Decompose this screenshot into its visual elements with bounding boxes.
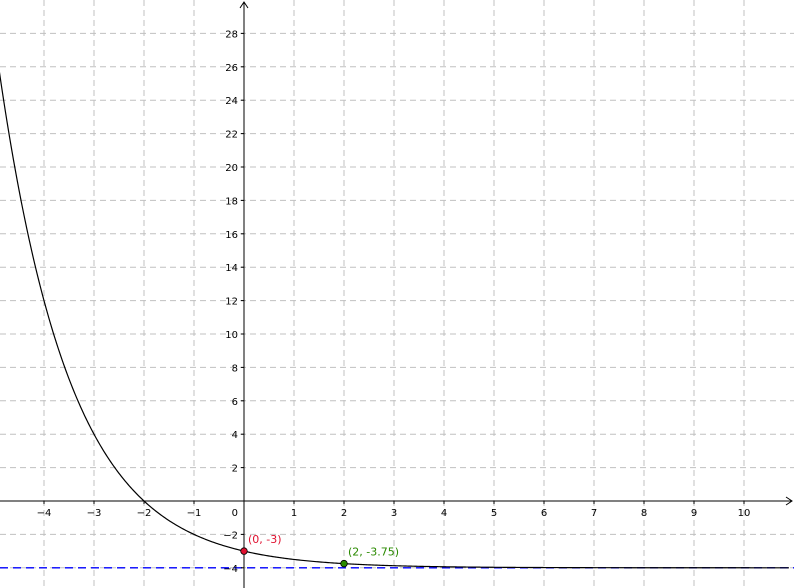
curve-layer — [0, 71, 789, 569]
origin-label: 0 — [232, 508, 238, 519]
x-tick-label: 4 — [441, 508, 447, 519]
point-marker — [340, 559, 348, 568]
y-tick-label: 22 — [225, 130, 238, 141]
tick-labels: −4 −3 −2 −1 1 2 3 4 5 6 7 8 9 10−4−224681012141618202… — [37, 29, 751, 574]
x-tick-label: 6 — [541, 508, 547, 519]
x-tick-label: 9 — [691, 508, 697, 519]
y-tick-label: 20 — [225, 163, 238, 174]
x-tick-label: 3 — [391, 508, 397, 519]
x-tick-label: −3 — [87, 508, 102, 519]
point-label: (0, -3) — [248, 533, 282, 546]
point-label: (2, -3.75) — [348, 546, 399, 559]
y-tick-label: −4 — [223, 564, 238, 575]
y-tick-label: 28 — [225, 29, 238, 40]
x-tick-label: 8 — [641, 508, 647, 519]
y-tick-label: 26 — [225, 63, 238, 74]
point-marker — [240, 547, 248, 555]
x-tick-label: −1 — [187, 508, 202, 519]
y-tick-label: 6 — [232, 397, 238, 408]
x-axis-arrow — [785, 496, 793, 506]
x-tick-label: −2 — [137, 508, 152, 519]
exponential-curve — [0, 71, 789, 569]
x-tick-label: −4 — [37, 508, 52, 519]
y-tick-label: 8 — [232, 363, 238, 374]
y-tick-label: 16 — [225, 230, 238, 241]
x-tick-label: 1 — [291, 508, 297, 519]
x-tick-label: 10 — [738, 508, 751, 519]
y-tick-label: 14 — [225, 263, 238, 274]
y-tick-label: 24 — [225, 96, 238, 107]
x-tick-label: 5 — [491, 508, 497, 519]
y-axis-arrow — [239, 1, 249, 9]
x-tick-label: 2 — [341, 508, 347, 519]
y-tick-label: 2 — [232, 464, 238, 475]
points-layer: (0, -3) (2, -3.75) — [240, 533, 399, 568]
y-tick-label: 4 — [232, 430, 238, 441]
x-tick-label: 7 — [591, 508, 597, 519]
y-tick-label: 10 — [225, 330, 238, 341]
y-tick-label: 12 — [225, 297, 238, 308]
y-tick-label: 18 — [225, 196, 238, 207]
y-tick-label: −2 — [223, 530, 238, 541]
